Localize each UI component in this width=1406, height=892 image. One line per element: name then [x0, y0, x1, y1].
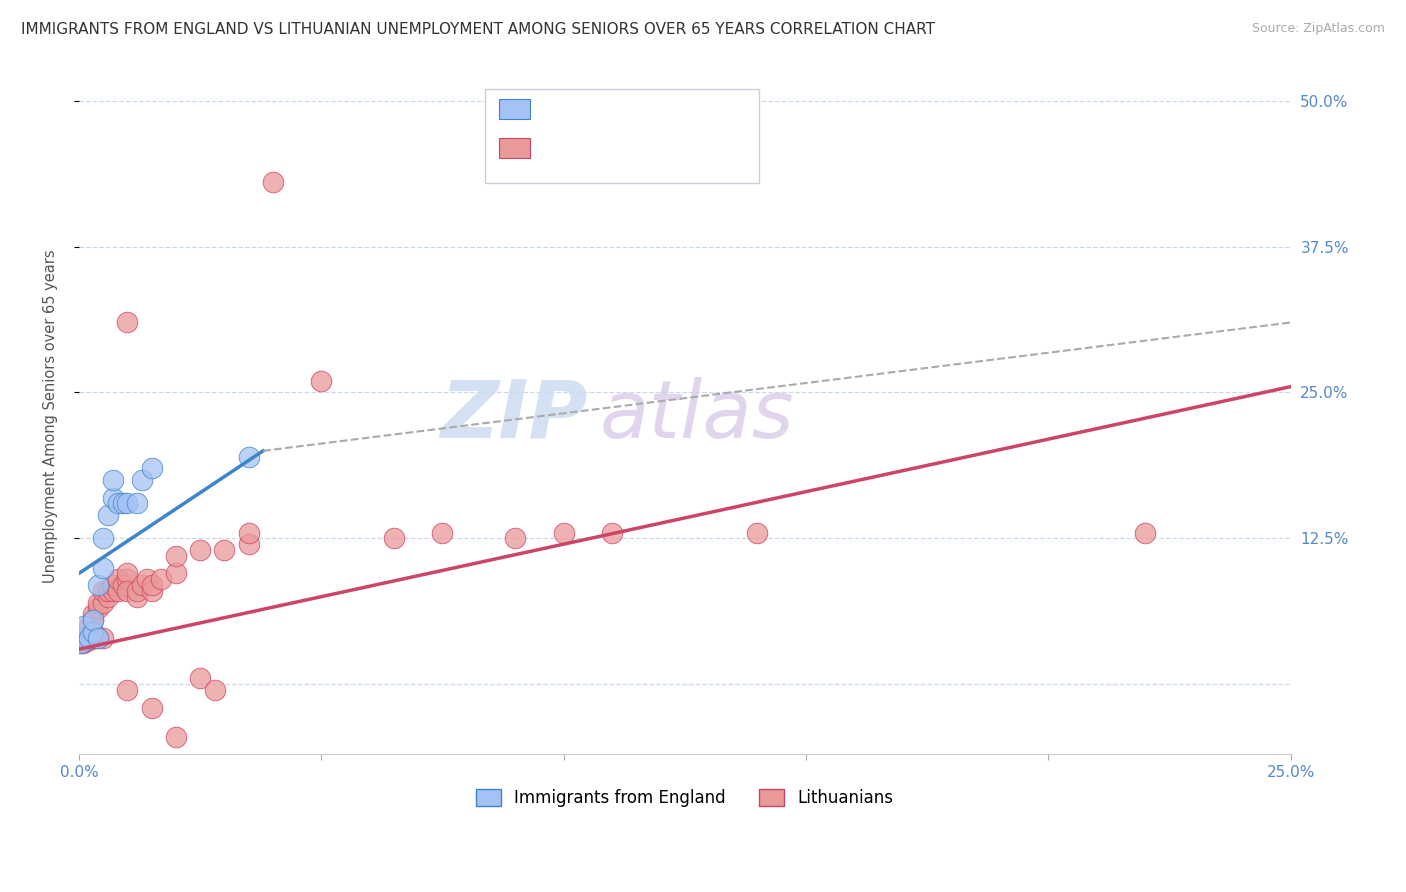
- Point: [77, 631, 100, 645]
- Text: atlas: atlas: [600, 376, 794, 455]
- Point: [214, 543, 236, 558]
- Point: [262, 176, 284, 190]
- Point: [87, 578, 110, 592]
- Point: [107, 496, 129, 510]
- Point: [73, 619, 96, 633]
- Point: [97, 583, 120, 598]
- Point: [91, 560, 114, 574]
- Point: [101, 578, 124, 592]
- Point: [82, 624, 104, 639]
- Point: [503, 532, 526, 546]
- Point: [77, 631, 100, 645]
- Text: IMMIGRANTS FROM ENGLAND VS LITHUANIAN UNEMPLOYMENT AMONG SENIORS OVER 65 YEARS C: IMMIGRANTS FROM ENGLAND VS LITHUANIAN UN…: [21, 22, 935, 37]
- Point: [70, 635, 93, 649]
- Point: [117, 583, 139, 598]
- Point: [141, 700, 163, 714]
- Point: [553, 525, 575, 540]
- Point: [82, 631, 104, 645]
- Point: [141, 583, 163, 598]
- Point: [91, 532, 114, 546]
- Point: [91, 631, 114, 645]
- Point: [77, 619, 100, 633]
- Point: [82, 613, 104, 627]
- Point: [135, 572, 157, 586]
- Point: [80, 631, 103, 645]
- Point: [165, 566, 187, 581]
- Point: [73, 631, 96, 645]
- Point: [87, 595, 110, 609]
- Text: Source: ZipAtlas.com: Source: ZipAtlas.com: [1251, 22, 1385, 36]
- Point: [101, 583, 124, 598]
- Point: [127, 583, 149, 598]
- Point: [127, 590, 149, 604]
- Text: ZIP: ZIP: [440, 376, 588, 455]
- Legend: Immigrants from England, Lithuanians: Immigrants from England, Lithuanians: [470, 782, 900, 814]
- Point: [111, 496, 134, 510]
- Point: [238, 450, 260, 464]
- Point: [101, 491, 124, 505]
- Point: [188, 671, 211, 685]
- Point: [82, 613, 104, 627]
- Point: [165, 730, 187, 744]
- Point: [117, 496, 139, 510]
- Point: [91, 595, 114, 609]
- Point: [141, 461, 163, 475]
- Point: [73, 631, 96, 645]
- Point: [91, 583, 114, 598]
- Point: [188, 543, 211, 558]
- Point: [432, 525, 454, 540]
- Point: [73, 632, 96, 647]
- Point: [238, 537, 260, 551]
- Point: [117, 572, 139, 586]
- Point: [87, 631, 110, 645]
- Point: [165, 549, 187, 563]
- Point: [97, 508, 120, 522]
- Point: [311, 374, 333, 388]
- Point: [127, 496, 149, 510]
- Point: [82, 624, 104, 639]
- Point: [75, 632, 97, 647]
- Point: [101, 473, 124, 487]
- Point: [131, 473, 153, 487]
- Point: [107, 572, 129, 586]
- Point: [111, 578, 134, 592]
- Point: [72, 636, 94, 650]
- Point: [141, 578, 163, 592]
- Point: [82, 607, 104, 622]
- Point: [150, 572, 173, 586]
- Text: R = 0.190   N = 20: R = 0.190 N = 20: [538, 102, 683, 116]
- Point: [747, 525, 769, 540]
- Point: [1135, 525, 1157, 540]
- Point: [70, 634, 93, 648]
- Point: [69, 636, 91, 650]
- Point: [77, 632, 100, 647]
- Point: [73, 635, 96, 649]
- Y-axis label: Unemployment Among Seniors over 65 years: Unemployment Among Seniors over 65 years: [44, 249, 58, 582]
- Point: [117, 566, 139, 581]
- Point: [87, 601, 110, 615]
- Point: [97, 590, 120, 604]
- Point: [204, 683, 226, 698]
- Text: R = 0.377   N = 47: R = 0.377 N = 47: [538, 141, 683, 155]
- Point: [238, 525, 260, 540]
- Point: [382, 532, 405, 546]
- Point: [600, 525, 623, 540]
- Point: [70, 636, 93, 650]
- Point: [87, 631, 110, 645]
- Point: [131, 578, 153, 592]
- Point: [117, 316, 139, 330]
- Point: [107, 583, 129, 598]
- Point: [117, 683, 139, 698]
